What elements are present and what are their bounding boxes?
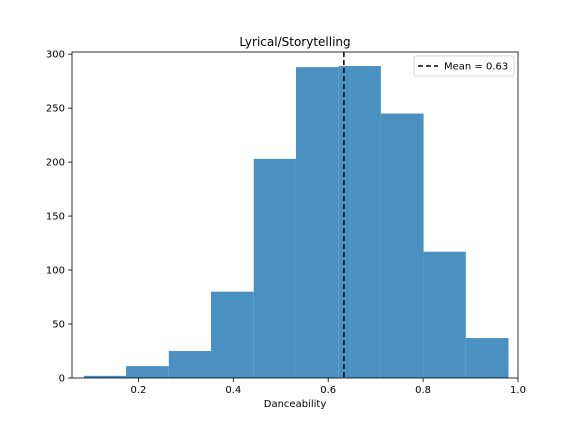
histogram-bar-9 (465, 338, 509, 378)
chart-title: Lyrical/Storytelling (239, 35, 350, 49)
x-tick-label: 0.2 (130, 385, 146, 396)
y-axis: 0 50 100 150 200 250 300 (46, 50, 72, 385)
histogram-bar-4 (253, 158, 296, 378)
x-tick-label: 1.0 (510, 385, 526, 396)
y-tick-label: 250 (46, 104, 65, 115)
legend-box (413, 55, 515, 77)
y-tick-label: 0 (59, 374, 65, 385)
y-tick-label: 150 (46, 212, 65, 223)
histogram-bar-7 (380, 113, 424, 379)
x-axis: 0.2 0.4 0.6 0.8 1.0 (130, 378, 526, 396)
x-tick-label: 0.4 (225, 385, 241, 396)
histogram-bar-0 (83, 375, 127, 378)
y-tick-label: 100 (46, 266, 65, 277)
y-tick-label: 200 (46, 158, 65, 169)
histogram-bars (83, 66, 509, 379)
histogram-bar-5 (295, 67, 339, 378)
histogram-bar-8 (423, 251, 466, 378)
histogram-bar-6 (338, 66, 381, 378)
legend: Mean = 0.63 (413, 55, 515, 77)
y-tick-label: 300 (46, 50, 65, 61)
legend-mean-label: Mean = 0.63 (444, 62, 508, 73)
y-tick-label: 50 (52, 320, 65, 331)
plot-frame (71, 51, 519, 379)
histogram-bar-2 (168, 351, 212, 378)
x-tick-label: 0.8 (415, 385, 431, 396)
x-tick-label: 0.6 (320, 385, 336, 396)
x-axis-label: Danceability (264, 399, 327, 410)
histogram-bar-3 (211, 291, 254, 378)
histogram-bar-1 (126, 366, 169, 378)
